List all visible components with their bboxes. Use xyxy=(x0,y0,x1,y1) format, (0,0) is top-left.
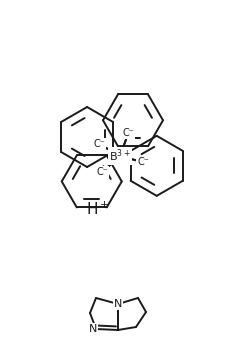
Text: C⁻: C⁻ xyxy=(93,139,105,149)
Text: N: N xyxy=(88,324,97,334)
Text: C⁻: C⁻ xyxy=(96,167,108,177)
Text: C⁻: C⁻ xyxy=(122,128,134,138)
Text: B$^{3+}$: B$^{3+}$ xyxy=(109,148,130,164)
Text: N: N xyxy=(113,299,122,309)
Text: H$^+$: H$^+$ xyxy=(86,200,109,218)
Text: C⁻: C⁻ xyxy=(137,157,149,167)
